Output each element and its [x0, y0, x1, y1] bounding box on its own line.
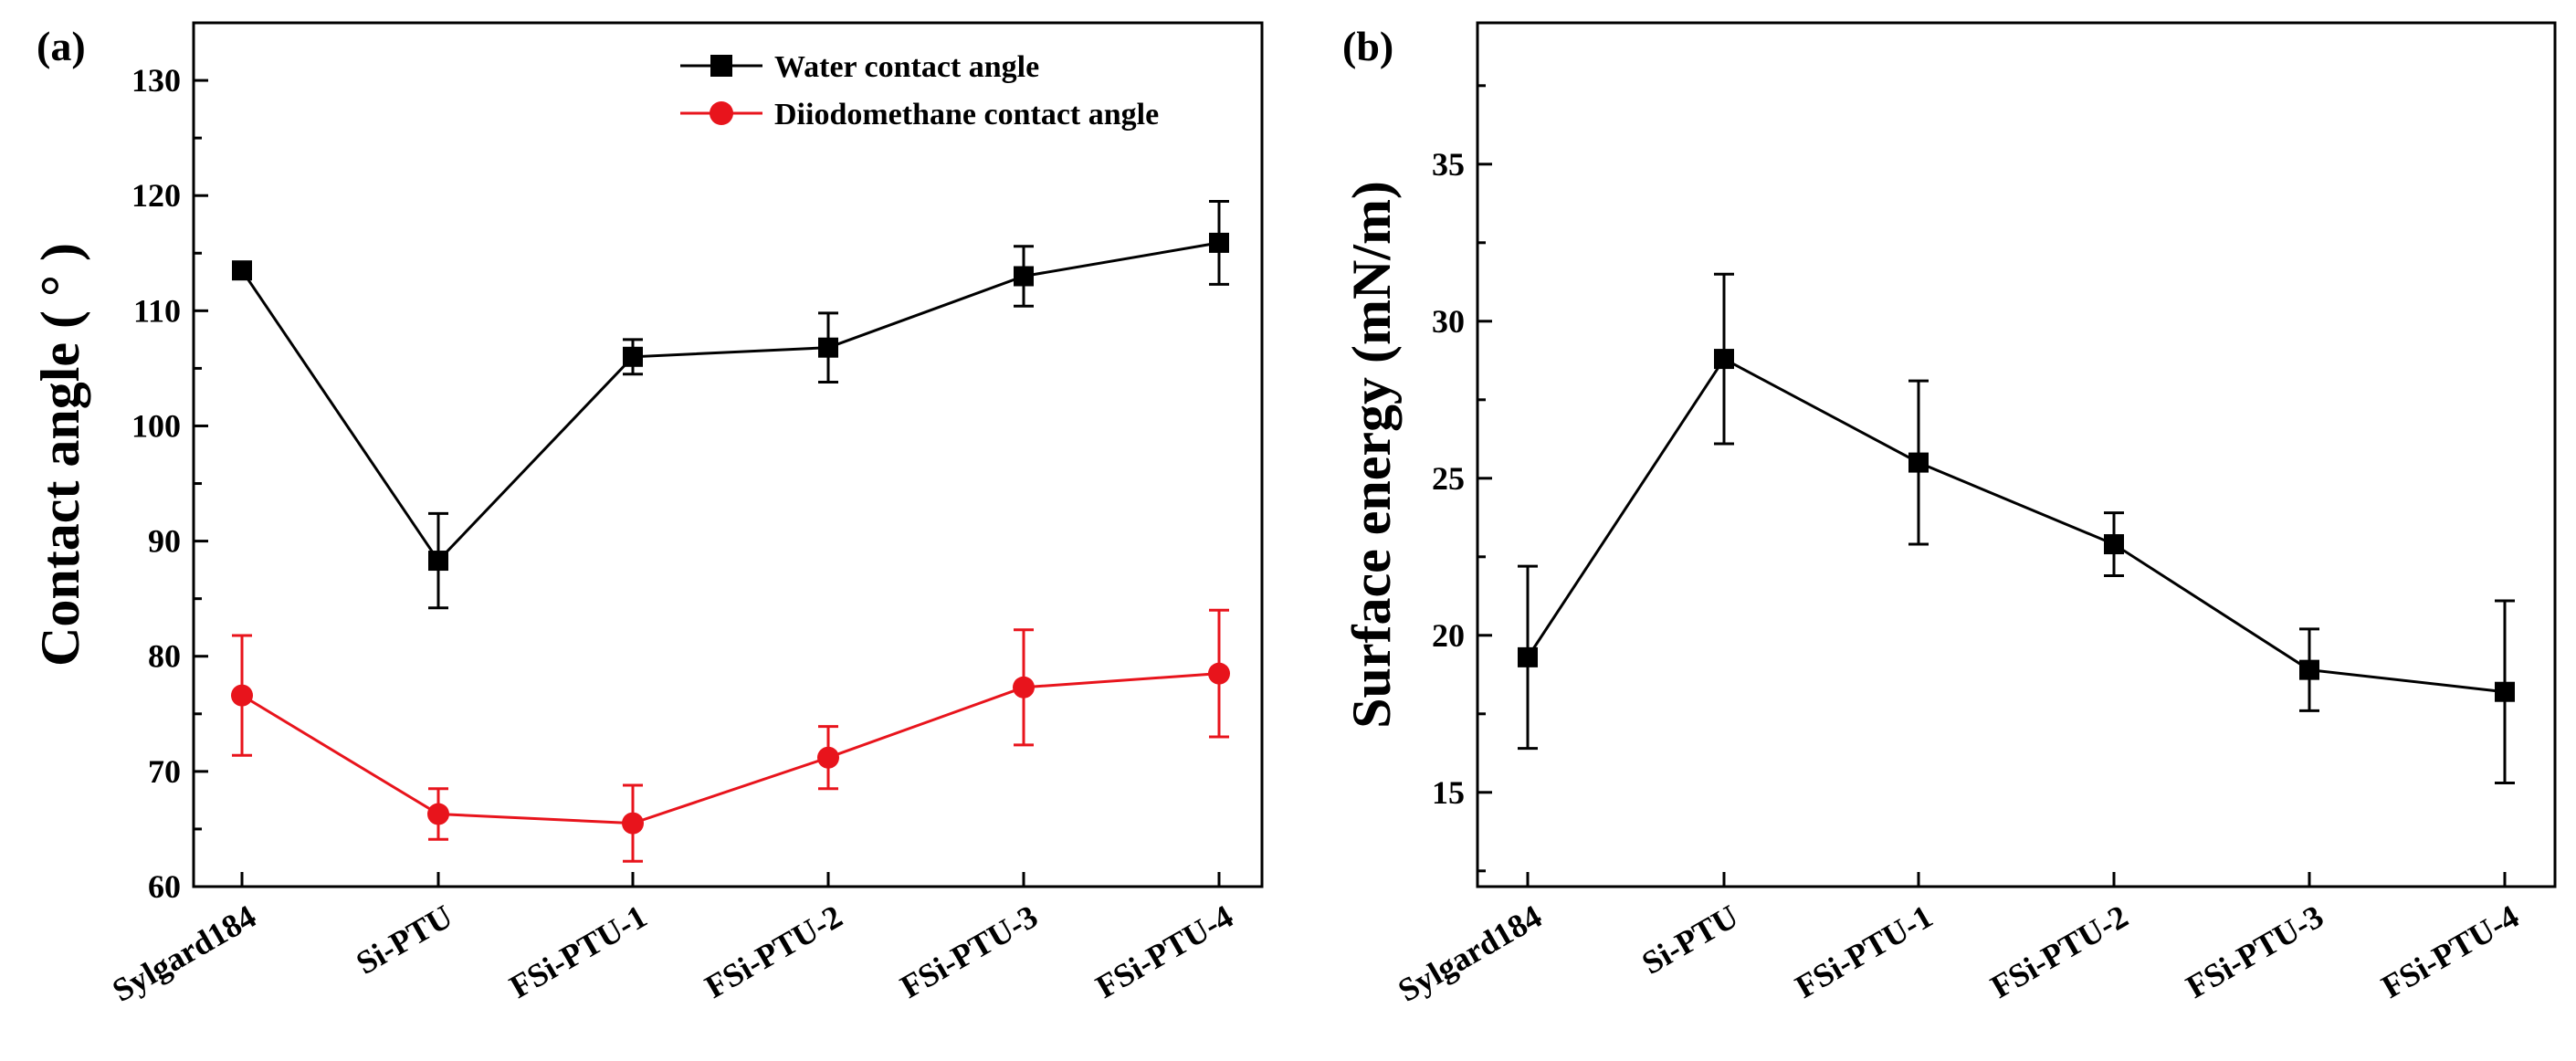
- data-point: [817, 746, 839, 769]
- y-tick-label: 15: [1432, 774, 1465, 811]
- y-tick-label: 80: [148, 638, 181, 675]
- data-point: [1714, 349, 1734, 370]
- x-tick-label: FSi-PTU-1: [503, 898, 653, 1005]
- x-tick-label: FSi-PTU-1: [1789, 898, 1939, 1005]
- x-tick-label: FSi-PTU-4: [1089, 898, 1239, 1005]
- legend-marker-water: [710, 55, 732, 77]
- panel-a-x-axis: Sylgard184 Si-PTU FSi-PTU-1 FSi-PTU-2 FSi-PT…: [106, 872, 1239, 1009]
- panel-b-x-axis: Sylgard184 Si-PTU FSi-PTU-1 FSi-PTU-2 FSi-PT…: [1392, 872, 2525, 1009]
- data-point: [231, 684, 253, 707]
- x-tick-label: Si-PTU: [350, 898, 458, 982]
- panel-a-legend: Water contact angle Diiodomethane contac…: [680, 50, 1159, 131]
- x-tick-label: FSi-PTU-2: [699, 898, 848, 1005]
- panel-a-label: (a): [37, 23, 86, 69]
- panel-a-series: [231, 200, 1230, 863]
- legend-label-diiodomethane: Diiodomethane contact angle: [774, 98, 1159, 131]
- data-point: [1209, 232, 1229, 253]
- panel-b-label: (b): [1342, 23, 1393, 69]
- data-point: [2104, 534, 2124, 555]
- y-tick-label: 25: [1432, 460, 1465, 497]
- panel-b-series: [1518, 272, 2515, 784]
- data-point: [1908, 452, 1929, 473]
- data-point: [623, 346, 643, 367]
- y-tick-label: 60: [148, 868, 181, 905]
- panel-b-plot-frame: [1476, 21, 2557, 888]
- panel-b-y-axis: 15 20 25 30 35: [1432, 84, 1492, 873]
- x-tick-label: Si-PTU: [1635, 898, 1744, 982]
- panel-a-y-axis-title: Contact angle ( ° ): [30, 243, 90, 667]
- y-tick-label: 110: [133, 292, 181, 329]
- legend-marker-diiodomethane: [710, 101, 733, 125]
- x-tick-label: FSi-PTU-3: [2180, 898, 2329, 1005]
- panel-a: (a) 60 70 80 90 100 110 120 130 Sylgard184 Si-PT…: [30, 21, 1264, 1009]
- y-tick-label: 30: [1432, 303, 1465, 340]
- data-point: [2299, 659, 2319, 680]
- x-tick-label: FSi-PTU-4: [2375, 898, 2525, 1005]
- y-tick-label: 90: [148, 523, 181, 560]
- data-point: [427, 803, 449, 825]
- y-tick-label: 70: [148, 753, 181, 790]
- panel-a-y-axis: 60 70 80 90 100 110 120 130: [131, 62, 208, 905]
- y-tick-label: 120: [131, 177, 181, 214]
- series-line: [1526, 357, 2506, 694]
- data-point: [2495, 681, 2515, 702]
- x-tick-label: FSi-PTU-2: [1984, 898, 2134, 1005]
- series-line: [241, 672, 1220, 825]
- y-tick-label: 130: [131, 62, 181, 99]
- panel-b-y-axis-title: Surface energy (mN/m): [1341, 181, 1402, 729]
- data-point: [1518, 646, 1538, 667]
- series-line: [240, 241, 1220, 563]
- data-point: [232, 260, 252, 281]
- y-tick-label: 100: [131, 407, 181, 444]
- data-point: [622, 812, 644, 835]
- data-point: [818, 337, 838, 358]
- x-tick-label: Sylgard184: [106, 898, 262, 1009]
- x-tick-label: FSi-PTU-3: [894, 898, 1044, 1005]
- data-point: [1208, 662, 1230, 685]
- data-point: [428, 551, 448, 572]
- data-point: [1013, 676, 1035, 699]
- x-tick-label: Sylgard184: [1392, 898, 1548, 1009]
- panel-b: (b) 15 20 25 30 35 Sylgard184 Si-PTU FSi-PTU-1…: [1341, 21, 2557, 1009]
- legend-label-water: Water contact angle: [774, 50, 1039, 84]
- y-tick-label: 20: [1432, 617, 1465, 654]
- data-point: [1014, 266, 1034, 287]
- panel-a-plot-frame: [192, 21, 1264, 888]
- y-tick-label: 35: [1432, 146, 1465, 183]
